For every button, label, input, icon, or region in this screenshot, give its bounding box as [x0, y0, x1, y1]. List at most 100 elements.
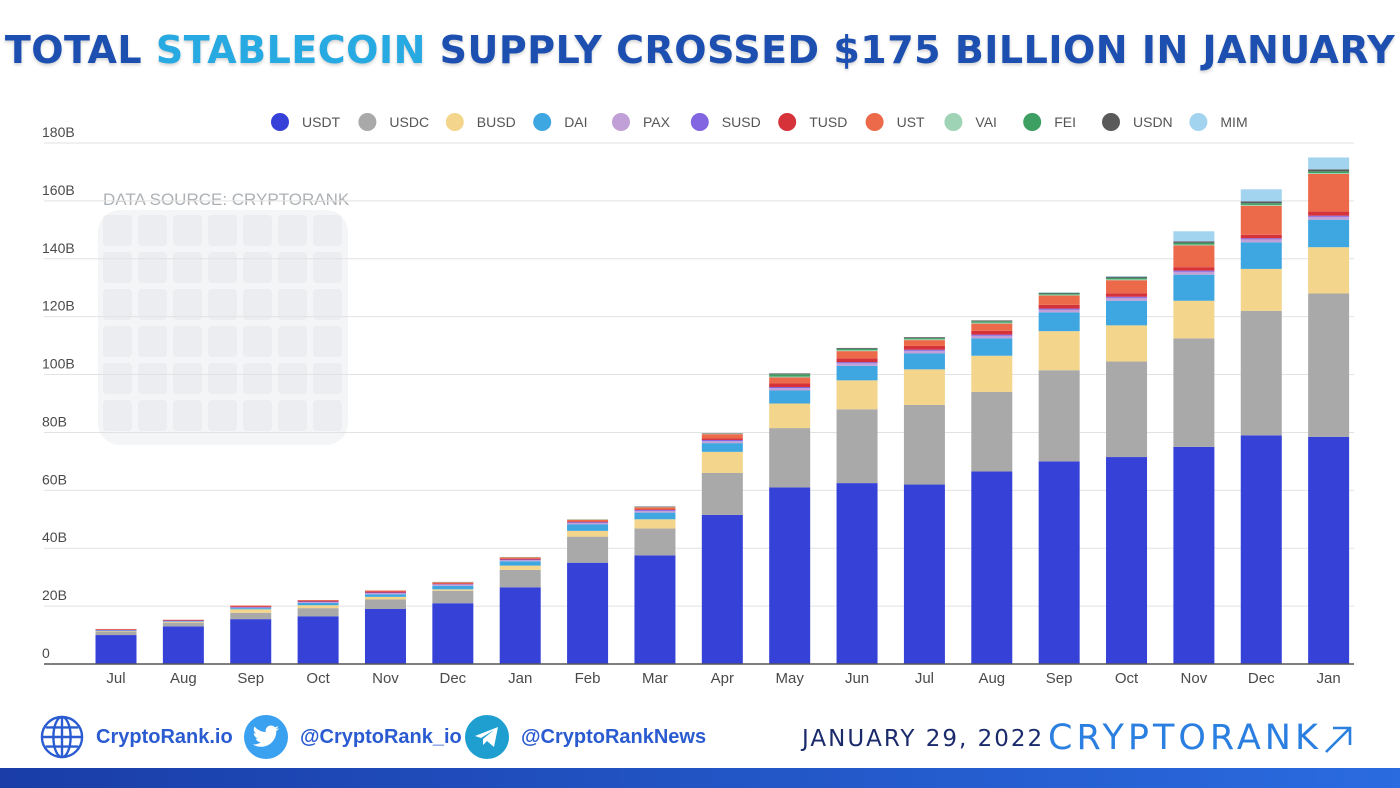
bar-segment-dai	[432, 585, 474, 590]
bar-segment-vai	[1308, 173, 1350, 174]
bar-segment-dai	[971, 338, 1013, 356]
bar-segment-pax	[1106, 297, 1148, 301]
bar-segment-usdt	[499, 587, 541, 664]
chart-svg: DATA SOURCE: CRYPTORANK 0 20B 40B 60B 80B 100…	[42, 113, 1354, 687]
legend-label: SUSD	[722, 114, 761, 130]
x-tick-label: Oct	[306, 670, 330, 687]
legend-label: DAI	[564, 114, 587, 130]
bar-segment-usdc	[230, 612, 272, 620]
bar-segment-dai	[162, 621, 204, 622]
bar-segment-ust	[567, 519, 609, 522]
bar-segment-pax	[297, 602, 339, 603]
bar-segment-susd	[432, 584, 474, 585]
bar-segment-tusd	[567, 521, 609, 523]
website-link[interactable]: CryptoRank.io	[40, 714, 233, 760]
bar-segment-dai	[1173, 274, 1215, 301]
watermark-text: DATA SOURCE: CRYPTORANK	[103, 190, 350, 209]
bar-segment-tusd	[297, 600, 339, 602]
bar-segment-mim	[1240, 189, 1282, 202]
bar-segment-dai	[1240, 242, 1282, 269]
x-tick-label: Aug	[170, 670, 197, 687]
bar-segment-susd	[701, 439, 743, 442]
bar-segment-tusd	[903, 345, 945, 350]
brand-logo-text: CRYPTORANK	[1048, 718, 1322, 758]
legend-label: USDT	[302, 114, 341, 130]
y-tick-label: 140B	[42, 240, 75, 256]
bar-segment-vai	[1173, 244, 1215, 246]
bar-segment-dai	[95, 630, 137, 632]
bar-stack	[1240, 189, 1282, 664]
bars	[95, 157, 1350, 664]
legend-item-dai: DAI	[533, 113, 588, 131]
bar-segment-mim	[1173, 231, 1215, 242]
bar-segment-tusd	[499, 558, 541, 560]
bar-segment-pax	[432, 584, 474, 586]
legend-label: UST	[897, 114, 925, 130]
bar-segment-usdt	[1173, 446, 1215, 664]
watermark: DATA SOURCE: CRYPTORANK	[98, 190, 350, 445]
twitter-link[interactable]: @CryptoRank_io	[244, 714, 462, 760]
bar-segment-usdc	[903, 404, 945, 485]
bar-stack	[162, 619, 204, 664]
bar-stack	[903, 337, 945, 664]
legend: USDT USDC BUSD DAI PAX SUSD TUSD UST VAI FEI USDN M…	[271, 113, 1248, 131]
bar-segment-dai	[1308, 219, 1350, 248]
bar-segment-usdt	[1038, 461, 1080, 664]
x-tick-label: Jul	[106, 670, 125, 687]
bar-segment-busd	[1173, 300, 1215, 339]
bar-stack	[701, 433, 743, 664]
telegram-link[interactable]: @CryptoRankNews	[465, 714, 706, 760]
bar-segment-dai	[1038, 312, 1080, 332]
y-tick-label: 60B	[42, 471, 67, 487]
telegram-icon	[465, 715, 509, 759]
legend-swatch	[865, 113, 884, 131]
bar-segment-pax	[701, 441, 743, 444]
bar-segment-busd	[1106, 325, 1148, 362]
bar-segment-dai	[567, 524, 609, 531]
bar-segment-usdt	[432, 603, 474, 664]
bar-segment-tusd	[971, 330, 1013, 335]
bar-segment-usdc	[701, 472, 743, 515]
bar-segment-pax	[1038, 309, 1080, 313]
bar-stack	[567, 519, 609, 664]
bar-segment-tusd	[769, 383, 811, 388]
y-tick-label: 40B	[42, 529, 67, 545]
bar-segment-usdc	[432, 590, 474, 604]
x-tick-label: Jul	[915, 670, 934, 687]
bar-segment-pax	[836, 363, 878, 366]
x-tick-label: Jun	[845, 670, 869, 687]
stacked-bar-chart: DATA SOURCE: CRYPTORANK 0 20B 40B 60B 80B 100…	[0, 100, 1400, 700]
bar-segment-usdc	[1038, 370, 1080, 462]
y-axis: 0 20B 40B 60B 80B 100B 120B 140B 160B 180B	[42, 124, 75, 661]
bar-segment-vai	[836, 350, 878, 352]
bar-segment-vai	[634, 506, 676, 508]
legend-label: MIM	[1220, 114, 1247, 130]
bar-stack	[1173, 231, 1215, 664]
bar-segment-usdt	[95, 635, 137, 664]
bar-segment-ust	[971, 323, 1013, 331]
bar-segment-vai	[1106, 279, 1148, 281]
x-tick-label: Nov	[1181, 670, 1208, 687]
bar-stack	[230, 605, 272, 664]
bar-segment-susd	[499, 559, 541, 561]
bar-segment-vai	[1038, 294, 1080, 296]
bar-segment-usdt	[634, 555, 676, 664]
y-tick-label: 0	[42, 645, 50, 661]
bar-segment-ust	[230, 605, 272, 607]
twitter-label: @CryptoRank_io	[300, 725, 462, 748]
x-tick-label: Jan	[508, 670, 532, 687]
x-tick-label: Mar	[642, 670, 668, 687]
bar-segment-fei	[971, 321, 1013, 323]
bar-segment-usdc	[297, 608, 339, 617]
bar-segment-vai	[903, 339, 945, 341]
bar-segment-susd	[1173, 270, 1215, 272]
bar-segment-ust	[364, 590, 406, 592]
legend-label: FEI	[1054, 114, 1076, 130]
twitter-icon	[244, 715, 288, 759]
legend-item-vai: VAI	[944, 113, 997, 131]
bar-segment-dai	[364, 594, 406, 597]
bar-segment-susd	[634, 510, 676, 511]
bar-segment-usdc	[162, 622, 204, 627]
bar-segment-busd	[230, 609, 272, 613]
bar-segment-mim	[1038, 292, 1080, 293]
